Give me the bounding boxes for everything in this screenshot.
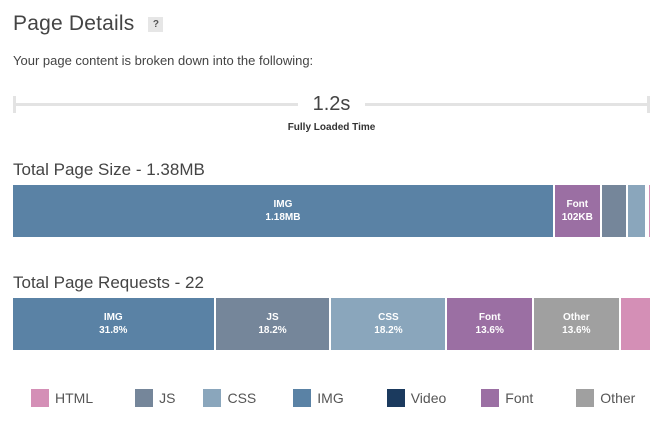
legend-label: IMG: [317, 390, 344, 406]
legend-swatch: [293, 389, 312, 407]
legend-item-html: HTML: [31, 389, 93, 407]
segment-value: 18.2%: [374, 325, 403, 336]
segment-value: 13.6%: [562, 325, 591, 336]
segment-value: 13.6%: [475, 325, 504, 336]
legend-label: JS: [159, 390, 176, 406]
legend-item-video: Video: [386, 389, 447, 407]
legend-swatch: [386, 389, 405, 407]
size-segment-other[interactable]: [646, 185, 649, 237]
legend-swatch: [481, 389, 500, 407]
legend-item-img: IMG: [293, 389, 344, 407]
legend-label: HTML: [55, 390, 94, 406]
size-segment-js[interactable]: [601, 185, 629, 237]
legend-item-css: CSS: [203, 389, 256, 407]
segment-value: 31.8%: [99, 325, 128, 336]
requests-segment-js[interactable]: JS 18.2%: [215, 298, 332, 350]
total-page-requests-title: Total Page Requests - 22: [13, 273, 204, 292]
size-segment-html[interactable]: [648, 185, 650, 237]
legend-label: Other: [600, 390, 636, 406]
timeline-line-left: [15, 103, 298, 106]
segment-value: 18.2%: [258, 325, 287, 336]
legend-swatch: [31, 389, 49, 407]
size-segment-img[interactable]: IMG 1.18MB: [13, 185, 555, 237]
fully-loaded-label: Fully Loaded Time: [287, 122, 376, 133]
legend-label: CSS: [227, 390, 257, 406]
requests-segment-other[interactable]: Other 13.6%: [534, 298, 621, 350]
requests-segment-font[interactable]: Font 13.6%: [447, 298, 535, 350]
legend-label: Video: [410, 390, 447, 406]
requests-segment-img[interactable]: IMG 31.8%: [13, 298, 216, 350]
timeline-line-right: [365, 103, 648, 106]
fully-loaded-timeline: 1.2s: [13, 93, 650, 117]
page-title: Page Details: [13, 12, 135, 35]
legend-swatch: [576, 389, 595, 407]
timeline-start-cap: [13, 96, 16, 113]
legend-item-js: JS: [135, 389, 175, 407]
page-size-bar: IMG 1.18MB Font 102KB: [13, 185, 650, 237]
content-type-legend: HTML JS CSS IMG Video Font Other: [31, 389, 635, 407]
segment-value: 1.18MB: [265, 212, 301, 223]
page-requests-bar: IMG 31.8% JS 18.2% CSS 18.2% Font 13.6% Other 13.…: [13, 298, 650, 350]
segment-label: IMG: [273, 199, 293, 210]
timeline-end-cap: [647, 96, 650, 113]
segment-label: IMG: [103, 312, 123, 323]
legend-label: Font: [505, 390, 534, 406]
size-segment-font[interactable]: Font 102KB: [554, 185, 602, 237]
segment-label: Other: [563, 312, 590, 323]
segment-label: CSS: [378, 312, 399, 323]
intro-text: Your page content is broken down into th…: [13, 53, 314, 68]
size-segment-css[interactable]: [628, 185, 647, 237]
segment-label: JS: [266, 312, 279, 323]
requests-segment-css[interactable]: CSS 18.2%: [331, 298, 448, 350]
legend-swatch: [203, 389, 222, 407]
fully-loaded-value: 1.2s: [312, 93, 351, 115]
legend-swatch: [135, 389, 154, 407]
segment-value: 102KB: [561, 212, 593, 223]
page-details-header: Page Details ?: [13, 12, 164, 36]
segment-label: Font: [566, 199, 589, 210]
requests-segment-html[interactable]: [620, 298, 650, 350]
help-icon[interactable]: ?: [148, 16, 164, 32]
legend-item-other: Other: [576, 389, 635, 407]
total-page-size-title: Total Page Size - 1.38MB: [13, 160, 205, 179]
segment-label: Font: [478, 312, 501, 323]
legend-item-font: Font: [481, 389, 533, 407]
